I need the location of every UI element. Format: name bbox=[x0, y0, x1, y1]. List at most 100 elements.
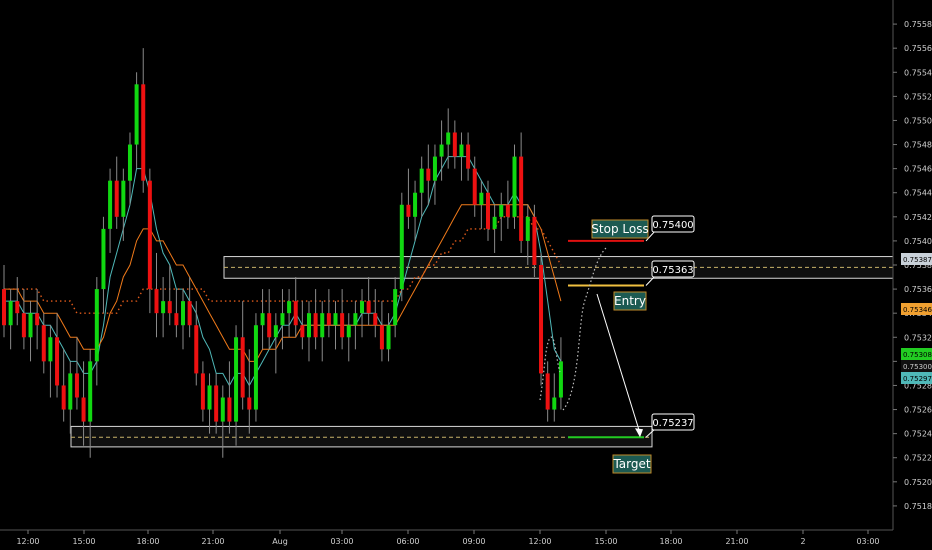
candle bbox=[141, 48, 146, 193]
candle-body bbox=[386, 325, 391, 350]
x-tick-label: 12:00 bbox=[528, 537, 551, 546]
target-arrow bbox=[596, 293, 641, 434]
candle-body bbox=[545, 373, 550, 410]
candle bbox=[167, 265, 172, 326]
candle-body bbox=[161, 301, 166, 314]
candle bbox=[134, 72, 139, 169]
candle-body bbox=[300, 325, 305, 338]
candle-body bbox=[432, 156, 437, 181]
candle bbox=[114, 156, 119, 229]
candle bbox=[446, 108, 451, 169]
candle bbox=[300, 301, 305, 350]
candle bbox=[379, 301, 384, 362]
price-tag-label: 0.75387 bbox=[903, 256, 932, 264]
price-tag-box bbox=[901, 348, 932, 360]
candle-body bbox=[539, 265, 544, 374]
candle bbox=[8, 289, 13, 350]
x-tick-label: 12:00 bbox=[16, 537, 39, 546]
candle-body bbox=[353, 313, 358, 326]
x-tick-label: 21:00 bbox=[725, 537, 748, 546]
candle-body bbox=[61, 385, 66, 410]
candle bbox=[68, 361, 73, 434]
candle bbox=[485, 180, 490, 241]
candle bbox=[439, 120, 444, 181]
x-tick-label: 15:00 bbox=[594, 537, 617, 546]
candle-body bbox=[525, 216, 530, 241]
projected-path-up bbox=[562, 247, 607, 411]
candle bbox=[2, 265, 6, 338]
x-tick-label: 03:00 bbox=[330, 537, 353, 546]
candle-body bbox=[247, 397, 252, 410]
candle bbox=[466, 132, 471, 181]
entry-label-box bbox=[613, 291, 647, 311]
candle-body bbox=[227, 397, 232, 422]
candle bbox=[539, 252, 544, 386]
price-tag: 0.75300 bbox=[901, 360, 932, 372]
candle-body bbox=[74, 373, 79, 398]
price-tag-box bbox=[901, 360, 932, 372]
candle bbox=[154, 252, 159, 338]
candle bbox=[479, 180, 484, 229]
candle-body bbox=[532, 216, 537, 265]
candle-body bbox=[15, 301, 20, 314]
candle bbox=[492, 204, 497, 253]
candle-body bbox=[466, 144, 471, 169]
time-axis[interactable]: 12:00 15:00 18:00 21:00 Aug 03:00 06:00 09:00 12… bbox=[16, 530, 880, 546]
candle-body bbox=[393, 289, 398, 326]
target-label-text: Target bbox=[612, 457, 650, 471]
candle-body bbox=[273, 325, 278, 338]
candle-body bbox=[127, 144, 132, 181]
candle-body bbox=[81, 397, 86, 422]
candle bbox=[545, 361, 550, 422]
candle bbox=[187, 277, 192, 338]
candle-body bbox=[333, 313, 338, 326]
price-tag-box bbox=[901, 372, 932, 384]
price-tag: 0.75387 bbox=[901, 253, 932, 265]
candle-body bbox=[293, 301, 298, 326]
target-value-callout-text: 0.75237 bbox=[652, 418, 693, 429]
candle-body bbox=[181, 301, 186, 326]
candle bbox=[280, 289, 285, 350]
stop-loss-value-callout: 0.75400 bbox=[645, 215, 695, 242]
candle-body bbox=[340, 313, 345, 338]
candle bbox=[346, 313, 351, 362]
x-tick-label: 18:00 bbox=[659, 537, 682, 546]
candle-body bbox=[8, 301, 13, 326]
candle bbox=[108, 168, 113, 253]
candle-body bbox=[94, 289, 99, 362]
candle-body bbox=[174, 313, 179, 326]
candle bbox=[214, 373, 219, 434]
candle-body bbox=[485, 192, 490, 229]
candle-body bbox=[512, 156, 517, 217]
candle bbox=[419, 156, 424, 217]
x-tick-label: 21:00 bbox=[201, 537, 224, 546]
stop-loss-label-box bbox=[591, 219, 649, 239]
candle-body bbox=[499, 204, 504, 217]
candle bbox=[267, 289, 272, 350]
candle bbox=[61, 349, 66, 422]
candle bbox=[240, 301, 245, 410]
target-label-box bbox=[612, 454, 652, 474]
candle-body bbox=[260, 313, 265, 326]
candle bbox=[306, 301, 311, 362]
entry-value-callout-box bbox=[651, 260, 695, 278]
candle-body bbox=[287, 301, 292, 314]
candle bbox=[41, 313, 46, 374]
stop-loss-label: Stop Loss bbox=[591, 219, 649, 239]
candle bbox=[472, 156, 477, 217]
candle-body bbox=[366, 301, 371, 314]
candle bbox=[320, 301, 325, 362]
candle bbox=[366, 277, 371, 326]
stop-loss-label-text: Stop Loss bbox=[591, 222, 648, 236]
entry-value-callout-text: 0.75363 bbox=[652, 265, 693, 276]
candle-body bbox=[519, 156, 524, 241]
candle-body bbox=[68, 373, 73, 410]
target-label: Target bbox=[612, 454, 652, 474]
candle bbox=[74, 337, 79, 410]
